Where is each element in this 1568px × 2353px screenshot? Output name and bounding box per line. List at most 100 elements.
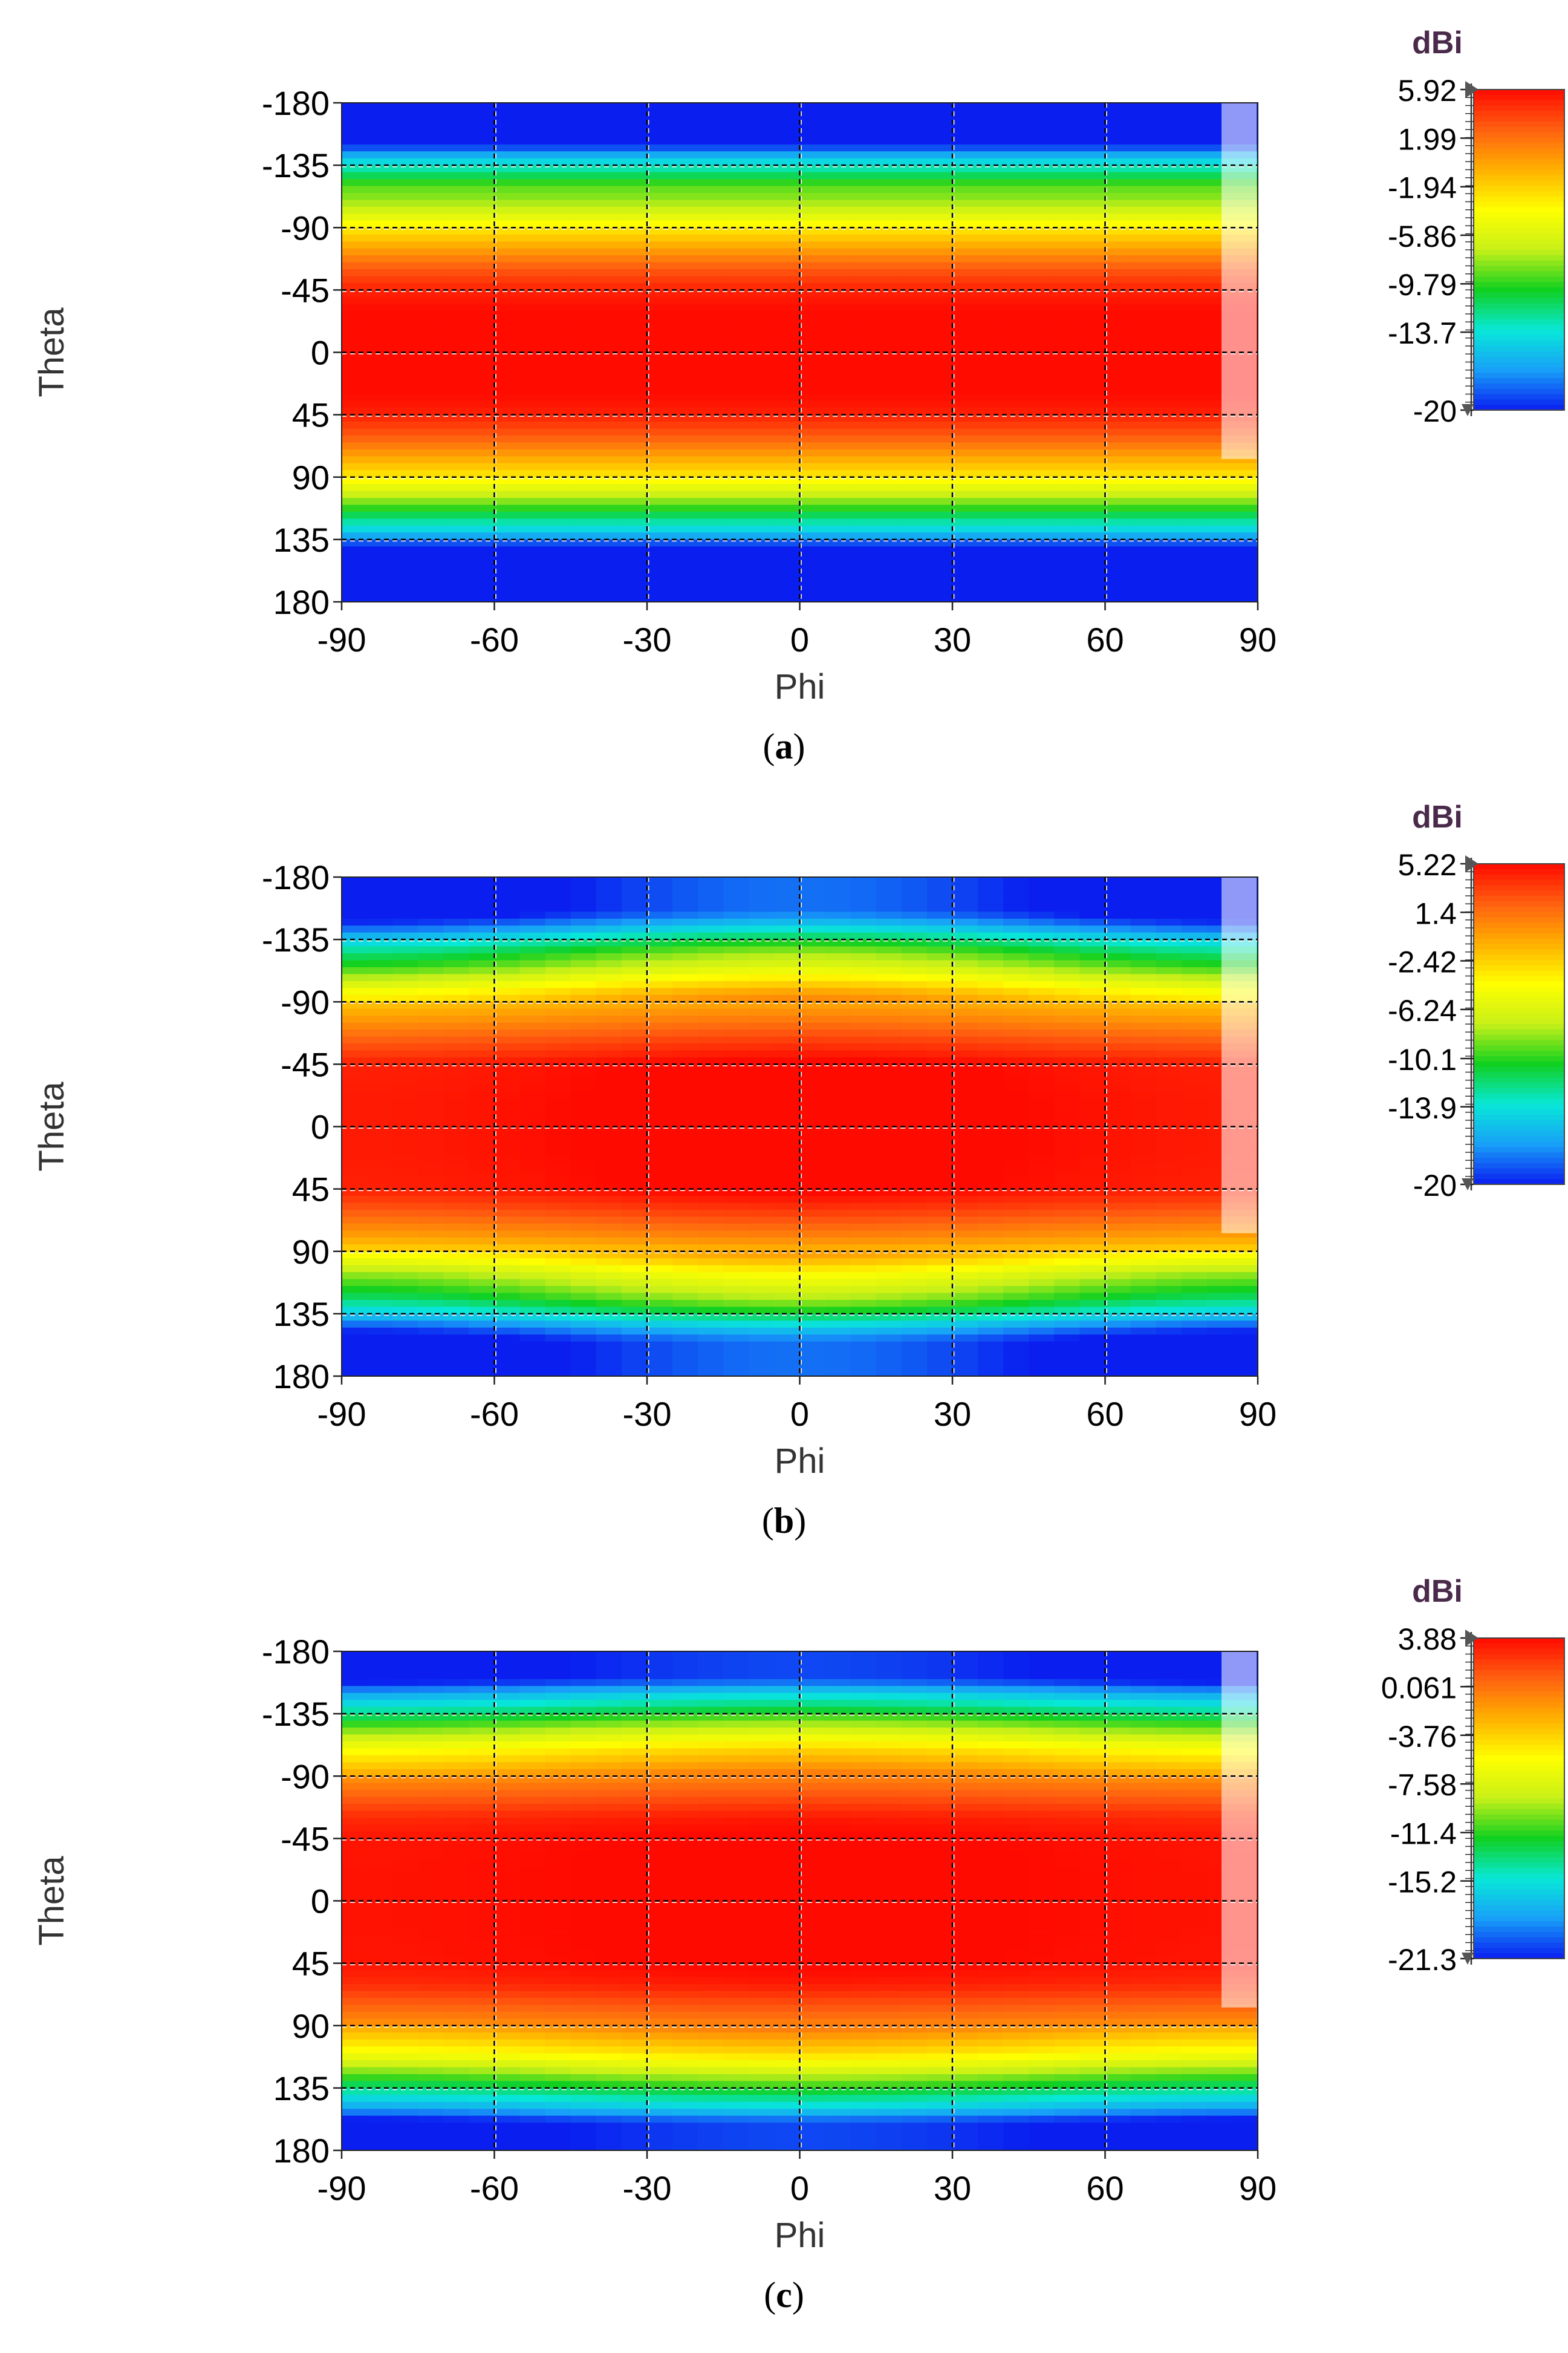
heatmap-cell [850, 1307, 877, 1314]
heatmap-cell [825, 380, 851, 388]
heatmap-cell [698, 1300, 724, 1308]
heatmap-cell [392, 518, 418, 526]
heatmap-cell [825, 918, 851, 926]
heatmap-cell [596, 262, 622, 270]
heatmap-cell [545, 526, 571, 534]
heatmap-cell [621, 1043, 648, 1051]
heatmap-cell [621, 877, 648, 885]
heatmap-cell [469, 1307, 495, 1314]
heatmap-cell [1029, 595, 1055, 602]
heatmap-cell [443, 463, 469, 471]
heatmap-cell [850, 491, 877, 498]
heatmap-cell [901, 1320, 928, 1328]
heatmap-cell [1156, 248, 1182, 256]
heatmap-cell [672, 331, 698, 339]
heatmap-cell [342, 498, 368, 506]
heatmap-cell [850, 567, 877, 575]
heatmap-cell [570, 359, 597, 367]
heatmap-cell [1079, 1327, 1106, 1335]
heatmap-cell [1079, 1147, 1106, 1155]
heatmap-cell [494, 994, 521, 1002]
heatmap-cell [647, 946, 673, 954]
heatmap-cell [978, 165, 1004, 173]
colorbar-min-marker-icon [1462, 404, 1474, 416]
heatmap-cell [926, 925, 953, 933]
heatmap-cell [469, 144, 495, 152]
heatmap-cell [1079, 512, 1106, 520]
heatmap-cell [392, 898, 418, 906]
heatmap-cell [1054, 1126, 1080, 1134]
heatmap-cell [418, 296, 444, 304]
heatmap-cell [978, 366, 1004, 374]
heatmap-cell [672, 890, 698, 898]
heatmap-cell [1130, 296, 1157, 304]
heatmap-cell [1232, 588, 1258, 596]
heatmap-cell [978, 158, 1004, 166]
heatmap-cell [647, 981, 673, 988]
heatmap-cell [876, 912, 902, 919]
heatmap-cell [1130, 595, 1157, 602]
heatmap-cell [494, 953, 521, 961]
heatmap-cell [1156, 400, 1182, 408]
heatmap-cell [1105, 296, 1131, 304]
heatmap-cell [367, 498, 393, 506]
heatmap-cell [1003, 1016, 1029, 1023]
heatmap-cell [621, 304, 648, 312]
heatmap-cell [1079, 974, 1106, 982]
heatmap-cell [723, 456, 749, 464]
heatmap-cell [342, 994, 368, 1002]
heatmap-cell [978, 470, 1004, 478]
heatmap-cell [825, 498, 851, 506]
heatmap-cell [1105, 470, 1131, 478]
heatmap-cell [494, 310, 521, 318]
heatmap-cell [621, 400, 648, 408]
heatmap-cell [978, 1147, 1004, 1155]
heatmap-cell [647, 1237, 673, 1245]
heatmap-cell [799, 567, 826, 575]
heatmap-cell [952, 539, 978, 547]
heatmap-cell [418, 1168, 444, 1176]
heatmap-cell [596, 890, 622, 898]
heatmap-cell [698, 214, 724, 221]
heatmap-cell [494, 172, 521, 180]
heatmap-cell [1054, 1092, 1080, 1100]
heatmap-cell [1079, 290, 1106, 298]
heatmap-cell [1079, 960, 1106, 968]
heatmap-cell [698, 442, 724, 450]
heatmap-cell [1029, 442, 1055, 450]
heatmap-cell [367, 1223, 393, 1231]
heatmap-cell [749, 898, 775, 906]
heatmap-cell [621, 904, 648, 912]
heatmap-cell [392, 151, 418, 159]
heatmap-cell [1181, 123, 1208, 131]
heatmap-cell [1156, 456, 1182, 464]
heatmap-cell [570, 1286, 597, 1294]
heatmap-cell [723, 960, 749, 968]
heatmap-cell [1029, 1098, 1055, 1106]
heatmap-cell [392, 1092, 418, 1100]
heatmap-cell [596, 1022, 622, 1030]
heatmap-cell [672, 1196, 698, 1204]
heatmap-cell [850, 1008, 877, 1016]
heatmap-cell [774, 387, 801, 394]
heatmap-cell [672, 151, 698, 159]
heatmap-cell [443, 1182, 469, 1190]
heatmap-cell [723, 310, 749, 318]
heatmap-cell [1156, 539, 1182, 547]
heatmap-cell [570, 103, 597, 111]
heatmap-cell [1232, 484, 1258, 492]
heatmap-cell [926, 1369, 953, 1377]
heatmap-cell [469, 1286, 495, 1294]
colorbar-segment [1474, 164, 1564, 171]
heatmap-cell [647, 1112, 673, 1120]
heatmap-cell [926, 130, 953, 138]
heatmap-cell [952, 206, 978, 214]
heatmap-cell [723, 1223, 749, 1231]
heatmap-cell [621, 912, 648, 919]
heatmap-cell [978, 1071, 1004, 1079]
heatmap-cell [901, 553, 928, 561]
heatmap-cell [342, 1106, 368, 1114]
heatmap-cell [799, 1057, 826, 1065]
heatmap-cell [1156, 546, 1182, 554]
heatmap-cell [978, 546, 1004, 554]
